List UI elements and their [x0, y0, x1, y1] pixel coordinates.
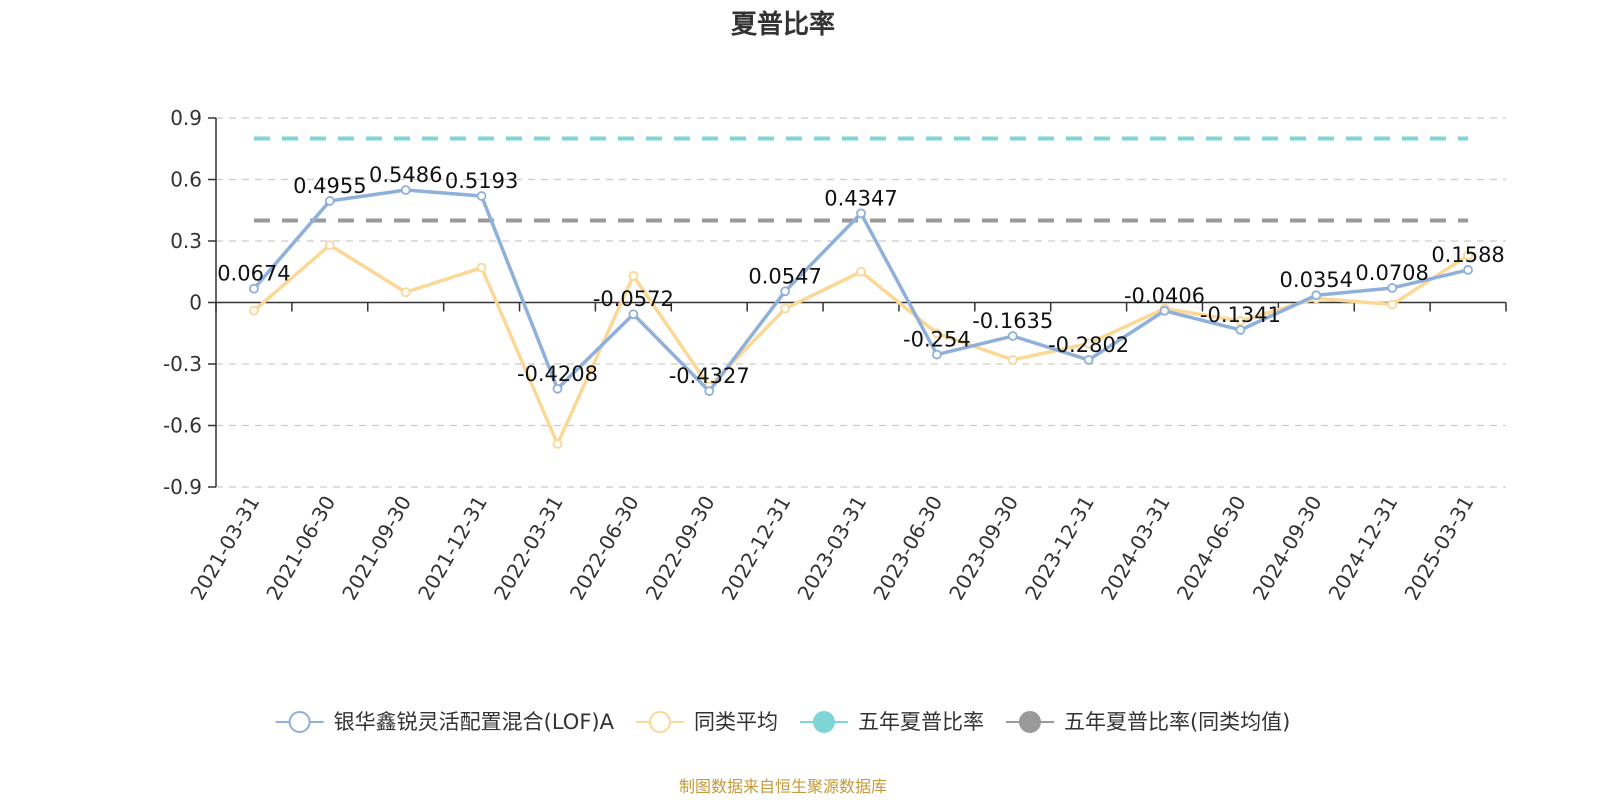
- data-label: 0.1588: [1431, 243, 1504, 267]
- x-tick-label: 2023-12-31: [1020, 492, 1099, 605]
- x-tick-label: 2023-03-31: [792, 492, 871, 605]
- data-point[interactable]: [780, 303, 791, 314]
- x-tick-label: 2025-03-31: [1399, 492, 1478, 605]
- data-label: 0.5486: [369, 163, 442, 187]
- x-tick-label: 2024-06-30: [1172, 492, 1251, 605]
- legend-label: 五年夏普比率(同类均值): [1064, 710, 1290, 734]
- data-point[interactable]: [780, 286, 791, 297]
- x-tick-label: 2024-03-31: [1096, 492, 1175, 605]
- data-point[interactable]: [249, 305, 259, 316]
- x-tick-label: 2023-06-30: [868, 492, 947, 605]
- data-point[interactable]: [552, 383, 563, 394]
- data-point[interactable]: [1387, 283, 1398, 293]
- data-point[interactable]: [931, 328, 942, 339]
- data-point[interactable]: [400, 287, 411, 298]
- data-point[interactable]: [1235, 316, 1246, 326]
- x-tick-label: 2024-09-30: [1248, 492, 1327, 605]
- data-label: -0.0572: [593, 287, 674, 311]
- x-tick-label: 2022-12-31: [717, 492, 796, 605]
- data-label: -0.1341: [1200, 303, 1281, 327]
- data-label: 0.0708: [1355, 261, 1428, 285]
- data-label: 0.4347: [824, 186, 897, 210]
- data-point[interactable]: [1007, 331, 1018, 341]
- chart-title: 夏普比率: [731, 9, 835, 40]
- data-point[interactable]: [1083, 355, 1094, 365]
- legend-hollow-circle-icon: [648, 711, 671, 733]
- data-point[interactable]: [1007, 354, 1018, 365]
- data-label: -0.254: [903, 328, 971, 352]
- data-point[interactable]: [476, 262, 487, 273]
- y-tick-label: -0.3: [163, 352, 202, 376]
- legend-label: 银华鑫锐灵活配置混合(LOF)A: [334, 710, 615, 734]
- data-label: 0.4955: [293, 174, 366, 198]
- data-point[interactable]: [1159, 305, 1170, 316]
- x-tick-label: 2021-03-31: [185, 492, 264, 605]
- data-label: 0.0354: [1280, 268, 1353, 292]
- x-tick-label: 2021-06-30: [261, 492, 340, 605]
- y-tick-label: 0.6: [170, 168, 202, 192]
- data-label: -0.4208: [517, 362, 598, 386]
- data-point[interactable]: [476, 191, 487, 201]
- data-label: -0.2802: [1048, 333, 1129, 357]
- data-point[interactable]: [931, 349, 942, 360]
- data-point[interactable]: [1235, 325, 1246, 335]
- data-label: -0.1635: [972, 309, 1053, 333]
- data-point[interactable]: [324, 240, 335, 251]
- x-tick-label: 2022-03-31: [489, 492, 568, 605]
- data-label: -0.0406: [1124, 284, 1205, 308]
- y-tick-label: 0.3: [170, 229, 202, 253]
- legend-item[interactable]: 银华鑫锐灵活配置混合(LOF)A: [275, 710, 615, 734]
- legend-filled-circle-icon: [1018, 711, 1041, 733]
- series-layer: [249, 185, 1473, 449]
- data-point[interactable]: [1083, 338, 1094, 349]
- data-point[interactable]: [552, 439, 563, 449]
- data-point[interactable]: [400, 185, 411, 195]
- legend-item[interactable]: 五年夏普比率: [799, 710, 984, 734]
- source-note: 制图数据来自恒生聚源数据库: [679, 777, 887, 796]
- legend-label: 同类平均: [694, 710, 778, 734]
- data-point[interactable]: [324, 196, 335, 206]
- data-point[interactable]: [856, 266, 866, 277]
- x-tick-label: 2022-06-30: [565, 492, 644, 605]
- y-tick-label: 0.9: [170, 106, 202, 130]
- data-point[interactable]: [628, 270, 639, 281]
- y-tick-label: -0.6: [163, 414, 202, 438]
- data-labels: 0.0674 0.4955 0.5486 0.5193 -0.4208 -0.0572 -0…: [217, 163, 1505, 388]
- data-point[interactable]: [249, 283, 259, 294]
- x-tick-label: 2021-12-31: [413, 492, 492, 605]
- data-point[interactable]: [856, 208, 866, 219]
- y-tick-label: -0.9: [163, 475, 202, 499]
- data-point[interactable]: [1311, 290, 1322, 301]
- data-label: -0.4327: [669, 364, 750, 388]
- legend[interactable]: 银华鑫锐灵活配置混合(LOF)A 同类平均 五年夏普比率 五年夏普比率(同类均值): [275, 710, 1291, 734]
- data-label: 0.0674: [217, 262, 290, 286]
- x-tick-label: 2024-12-31: [1324, 492, 1403, 605]
- data-point[interactable]: [628, 309, 639, 320]
- x-tick-label: 2023-09-30: [944, 491, 1023, 604]
- x-tick-label: 2022-09-30: [641, 492, 720, 605]
- grid-layer: [216, 117, 1506, 488]
- data-point[interactable]: [1463, 265, 1473, 275]
- data-point[interactable]: [1463, 250, 1473, 261]
- data-point[interactable]: [1387, 299, 1398, 310]
- y-tick-label: 0: [189, 291, 202, 315]
- legend-item[interactable]: 五年夏普比率(同类均值): [1005, 710, 1290, 734]
- reference-lines: [253, 136, 1469, 223]
- x-tick-label: 2021-09-30: [337, 492, 416, 605]
- data-label: 0.0547: [748, 264, 821, 288]
- data-label: 0.5193: [445, 169, 518, 193]
- legend-filled-circle-icon: [812, 711, 835, 733]
- legend-item[interactable]: 同类平均: [635, 710, 778, 734]
- data-point[interactable]: [704, 386, 715, 397]
- legend-hollow-circle-icon: [288, 711, 311, 733]
- legend-label: 五年夏普比率: [858, 710, 984, 734]
